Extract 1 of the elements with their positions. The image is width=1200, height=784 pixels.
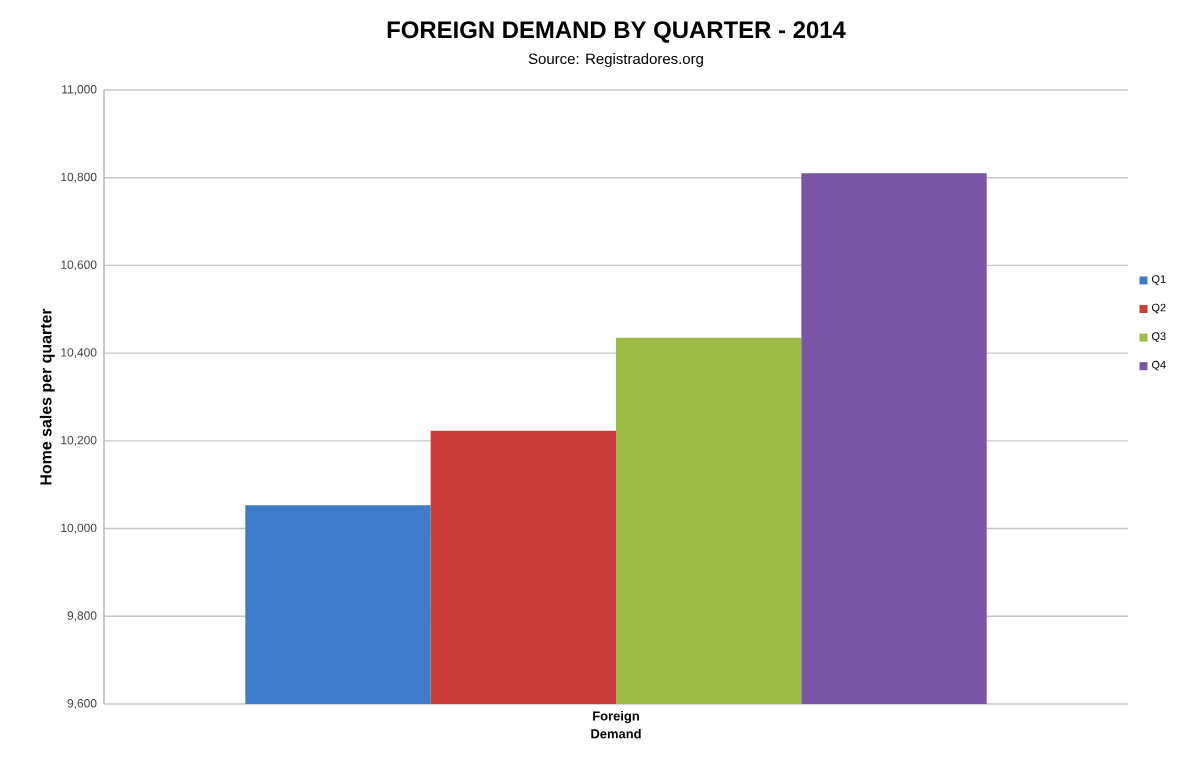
chart-title: FOREIGN DEMAND BY QUARTER - 2014 xyxy=(387,21,846,43)
